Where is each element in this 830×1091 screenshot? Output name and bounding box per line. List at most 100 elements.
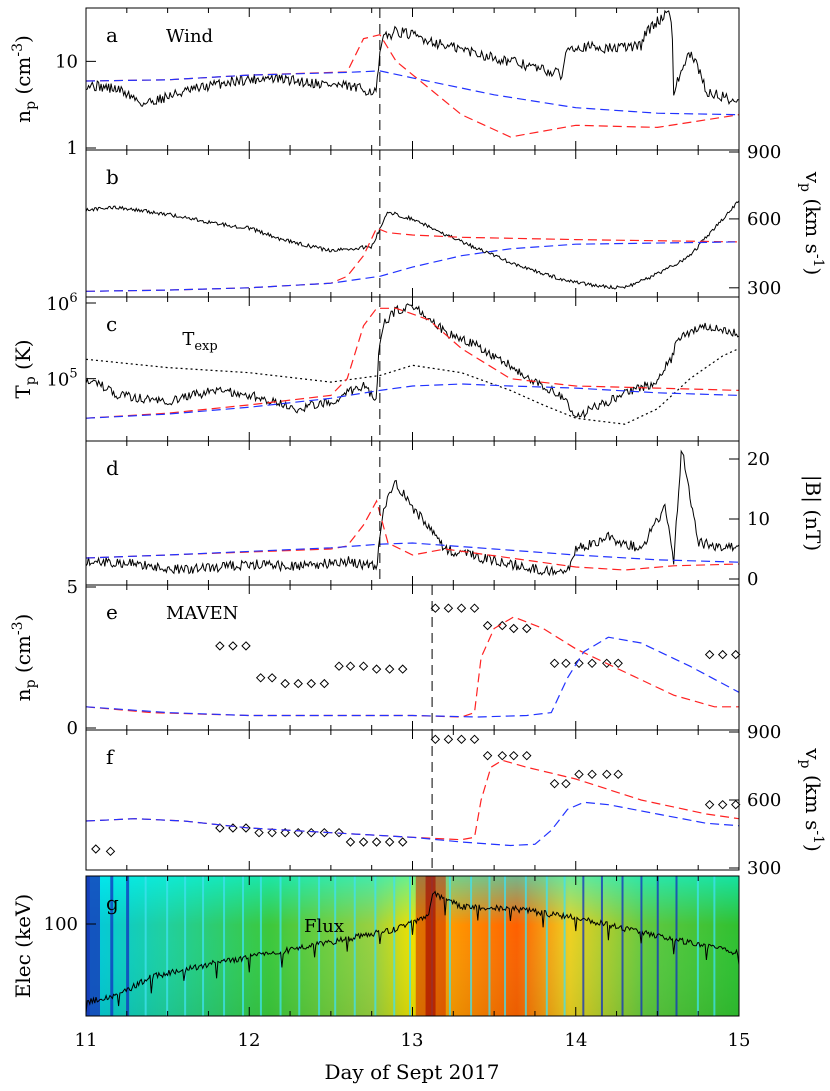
- peak-flux-band: [425, 876, 436, 1016]
- data-gap-stripe-22: [504, 876, 507, 1016]
- marker-f-15: [384, 837, 395, 847]
- marker-f-18: [443, 734, 454, 745]
- marker-f-29: [602, 769, 612, 780]
- y-tick-label-b-0: 300: [747, 278, 781, 299]
- series-e-2: [85, 636, 740, 718]
- marker-e-12: [371, 664, 382, 674]
- panel-name-a: Wind: [166, 26, 213, 47]
- series-c-1: [85, 347, 740, 425]
- panel-f: f vp (km s-1) 300 600 900: [85, 722, 826, 879]
- series-d-0: [85, 449, 740, 577]
- data-gap-stripe-30: [656, 876, 659, 1016]
- series-c-0: [85, 303, 740, 419]
- marker-e-4: [267, 673, 277, 683]
- marker-e-16: [443, 603, 454, 613]
- annotation-g: Flux: [304, 916, 344, 937]
- panel-d: d |B| (nT) 0 10 20: [85, 440, 825, 590]
- data-gap-stripe-5: [184, 876, 187, 1016]
- series-a-0: [85, 9, 740, 107]
- panel-g: g Flux Elec (keV) 100: [11, 875, 740, 1017]
- y-label-right-b: vp (km s-1): [797, 171, 826, 276]
- marker-f-0: [91, 844, 101, 854]
- marker-e-18: [469, 603, 480, 613]
- data-gap-stripe-21: [488, 876, 491, 1016]
- series-a-2: [85, 70, 740, 116]
- panel-e: e MAVEN np (cm-3) 0 5: [10, 577, 741, 739]
- y-label-left-e: np (cm-3): [10, 614, 39, 702]
- marker-e-14: [397, 664, 408, 674]
- data-gap-stripe-8: [242, 876, 245, 1016]
- panel-letter-b: b: [106, 165, 119, 189]
- series-b-0: [85, 200, 740, 290]
- x-axis-label: Day of Sept 2017: [324, 1060, 499, 1084]
- marker-f-1: [105, 846, 116, 857]
- panel-letter-c: c: [106, 312, 117, 336]
- x-tick-label-0: 11: [75, 1030, 98, 1051]
- data-gap-stripe-20: [470, 876, 473, 1016]
- marker-e-8: [319, 678, 330, 689]
- y-label-left-a: np (cm-3): [10, 35, 39, 123]
- marker-f-32: [717, 799, 728, 810]
- data-gap-stripe-6: [202, 876, 205, 1016]
- marker-e-27: [602, 658, 612, 669]
- marker-f-13: [358, 837, 369, 847]
- marker-e-24: [561, 658, 571, 669]
- y-label-left-g: Elec (keV): [11, 894, 35, 998]
- data-gap-stripe-27: [600, 876, 603, 1016]
- marker-f-4: [241, 823, 251, 833]
- marker-e-23: [549, 658, 560, 669]
- data-gap-stripe-26: [582, 876, 585, 1016]
- marker-e-19: [482, 620, 493, 631]
- marker-e-3: [255, 673, 266, 683]
- marker-f-23: [509, 750, 519, 761]
- marker-f-11: [334, 827, 344, 838]
- marker-f-31: [704, 799, 715, 810]
- marker-e-10: [345, 661, 356, 671]
- marker-e-6: [293, 678, 303, 689]
- y-label-right-f: vp (km s-1): [797, 747, 826, 852]
- y-tick-label-d-0: 0: [747, 569, 758, 590]
- data-gap-stripe-31: [675, 876, 678, 1016]
- panel-frame-d: [85, 440, 740, 586]
- marker-f-7: [280, 827, 290, 838]
- marker-e-15: [430, 603, 441, 613]
- data-gap-stripe-19: [448, 876, 451, 1016]
- series-a-1: [85, 34, 740, 138]
- data-gap-stripe-4: [166, 876, 169, 1016]
- data-gap-stripe-23: [524, 876, 527, 1016]
- marker-f-28: [587, 769, 597, 780]
- data-gap-stripe-15: [374, 876, 377, 1016]
- marker-e-17: [456, 603, 467, 613]
- marker-f-12: [345, 837, 356, 847]
- data-gap-stripe-3: [144, 876, 147, 1016]
- marker-e-0: [215, 641, 225, 651]
- panel-c: c Texp Tp (K) 105 106: [11, 291, 740, 442]
- x-tick-label-3: 14: [565, 1030, 588, 1051]
- marker-e-2: [241, 641, 251, 651]
- y-tick-label-c-0: 105: [46, 367, 77, 391]
- marker-f-33: [731, 799, 741, 810]
- panel-letter-g: g: [106, 891, 119, 915]
- data-gap-stripe-11: [298, 876, 301, 1016]
- x-tick-label-2: 13: [401, 1030, 424, 1051]
- annotation-c: Texp: [182, 329, 217, 354]
- y-tick-label-e-0: 0: [67, 718, 78, 739]
- y-tick-label-f-0: 300: [747, 858, 781, 879]
- low-flux-band: [86, 876, 100, 1016]
- panel-frame-b: [85, 149, 740, 298]
- marker-e-29: [704, 649, 715, 660]
- panel-a: a Wind np (cm-3) 1 10: [10, 7, 740, 159]
- marker-f-25: [549, 778, 560, 789]
- marker-e-25: [574, 658, 584, 669]
- data-gap-stripe-29: [640, 876, 643, 1016]
- marker-f-27: [574, 769, 584, 780]
- data-gap-stripe-28: [621, 876, 624, 1016]
- marker-f-6: [267, 827, 277, 838]
- data-gap-stripe-9: [259, 876, 262, 1016]
- y-label-left-c: Tp (K): [11, 339, 39, 398]
- marker-e-22: [522, 623, 532, 634]
- marker-f-20: [469, 734, 480, 745]
- marker-f-19: [456, 734, 467, 745]
- marker-e-30: [717, 649, 728, 660]
